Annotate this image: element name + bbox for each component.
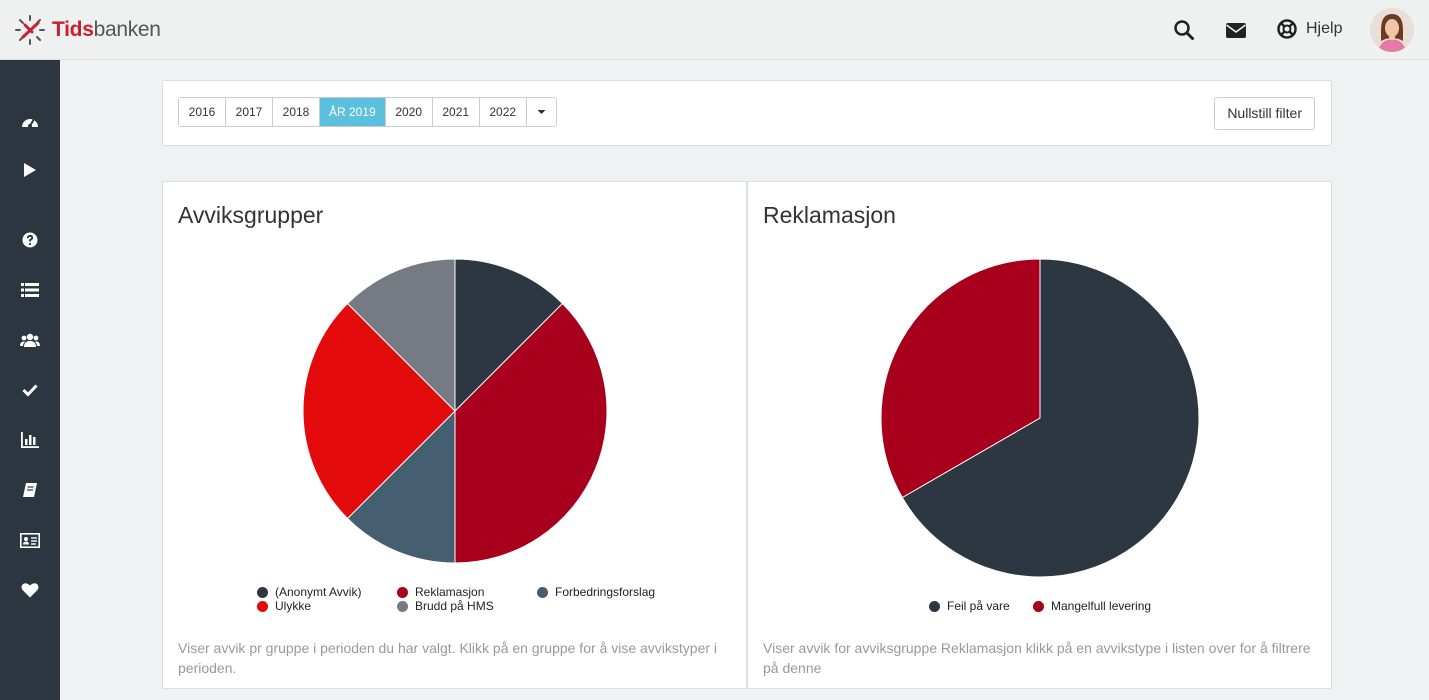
legend-dot [537,586,548,598]
year-button[interactable]: 2021 [432,98,480,126]
year-button[interactable]: ÅR 2019 [320,98,386,126]
dashboard-icon[interactable] [19,110,41,132]
play-icon[interactable] [19,159,41,181]
legend-item[interactable]: Brudd på HMS [397,599,494,613]
pie-slice[interactable] [880,258,1041,499]
legend-item[interactable]: Mangelfull levering [1033,599,1151,613]
legend-dot [929,600,940,612]
pie-slice[interactable] [346,409,456,564]
users-icon[interactable] [19,329,41,351]
sidebar [0,60,60,700]
legend-label: Ulykke [275,599,312,613]
pie-slice[interactable] [346,258,456,413]
pie-chart-reklamasjon [880,258,1200,578]
avatar[interactable] [1370,8,1414,52]
panel-reklamasjon: Reklamasjon Feil på vare Mangelfull lever… [747,181,1332,689]
legend-item[interactable]: Forbedringsforslag [537,585,655,599]
legend-label: Brudd på HMS [415,599,494,613]
pie-slice[interactable] [901,258,1200,578]
legend-label: Forbedringsforslag [555,585,656,599]
pie-chart-avviksgrupper [302,258,608,564]
legend-dot [257,586,268,598]
legend-label: (Anonymt Avvik) [275,585,362,599]
top-bar: Tidsbanken Hjelp [0,0,1429,60]
logo-bold-text: Tids [52,18,94,41]
legend-label: Mangelfull levering [1051,599,1152,613]
check-icon[interactable] [19,379,41,401]
pie-slice[interactable] [302,302,456,520]
year-button[interactable]: 2022 [479,98,527,126]
id-card-icon[interactable] [19,529,41,551]
help-link[interactable]: Hjelp [1276,18,1342,40]
panel-avviksgrupper: Avviksgrupper (Anonymt Avvik) Reklamasjon… [162,181,747,689]
filter-bar: 2016 2017 2018 ÅR 2019 2020 2021 2022 Nullstil… [162,80,1332,146]
logo-light-text: banken [93,18,161,41]
legend-item[interactable]: Reklamasjon [397,585,484,599]
legend-label: Reklamasjon [415,585,485,599]
lifebuoy-icon [1277,19,1297,39]
heart-icon[interactable] [19,579,41,601]
bar-chart-icon[interactable] [19,429,41,451]
logo[interactable]: Tidsbanken [14,14,161,46]
logo-mark-icon [15,15,45,45]
pie-slice[interactable] [454,302,608,564]
panel-description: Viser avvik pr gruppe i perioden du har … [178,640,718,676]
legend-dot [1033,600,1044,612]
help-label: Hjelp [1306,20,1343,37]
legend-dot [257,600,268,612]
envelope-icon[interactable] [1225,19,1247,41]
list-icon[interactable] [19,279,41,301]
legend-item[interactable]: (Anonymt Avvik) [257,585,361,599]
panel-title: Avviksgrupper [178,202,324,228]
panel-description: Viser avvik for avviksgruppe Reklamasjon… [763,640,1311,676]
question-icon[interactable] [19,229,41,251]
legend-dot [397,586,408,598]
year-button[interactable]: 2020 [385,98,433,126]
pie-slice[interactable] [454,258,564,413]
legend-label: Feil på vare [947,599,1010,613]
panel-title: Reklamasjon [763,202,896,228]
year-dropdown-button[interactable] [526,98,556,126]
year-button[interactable]: 2016 [179,98,226,126]
search-icon[interactable] [1173,19,1195,41]
book-icon[interactable] [19,479,41,501]
reset-filter-button[interactable]: Nullstill filter [1214,97,1315,130]
year-button-group: 2016 2017 2018 ÅR 2019 2020 2021 2022 [178,97,557,127]
year-button[interactable]: 2018 [273,98,320,126]
year-button[interactable]: 2017 [226,98,273,126]
legend-item[interactable]: Feil på vare [929,599,1010,613]
legend-item[interactable]: Ulykke [257,599,311,613]
legend-dot [397,600,408,612]
caret-down-icon [537,110,546,114]
